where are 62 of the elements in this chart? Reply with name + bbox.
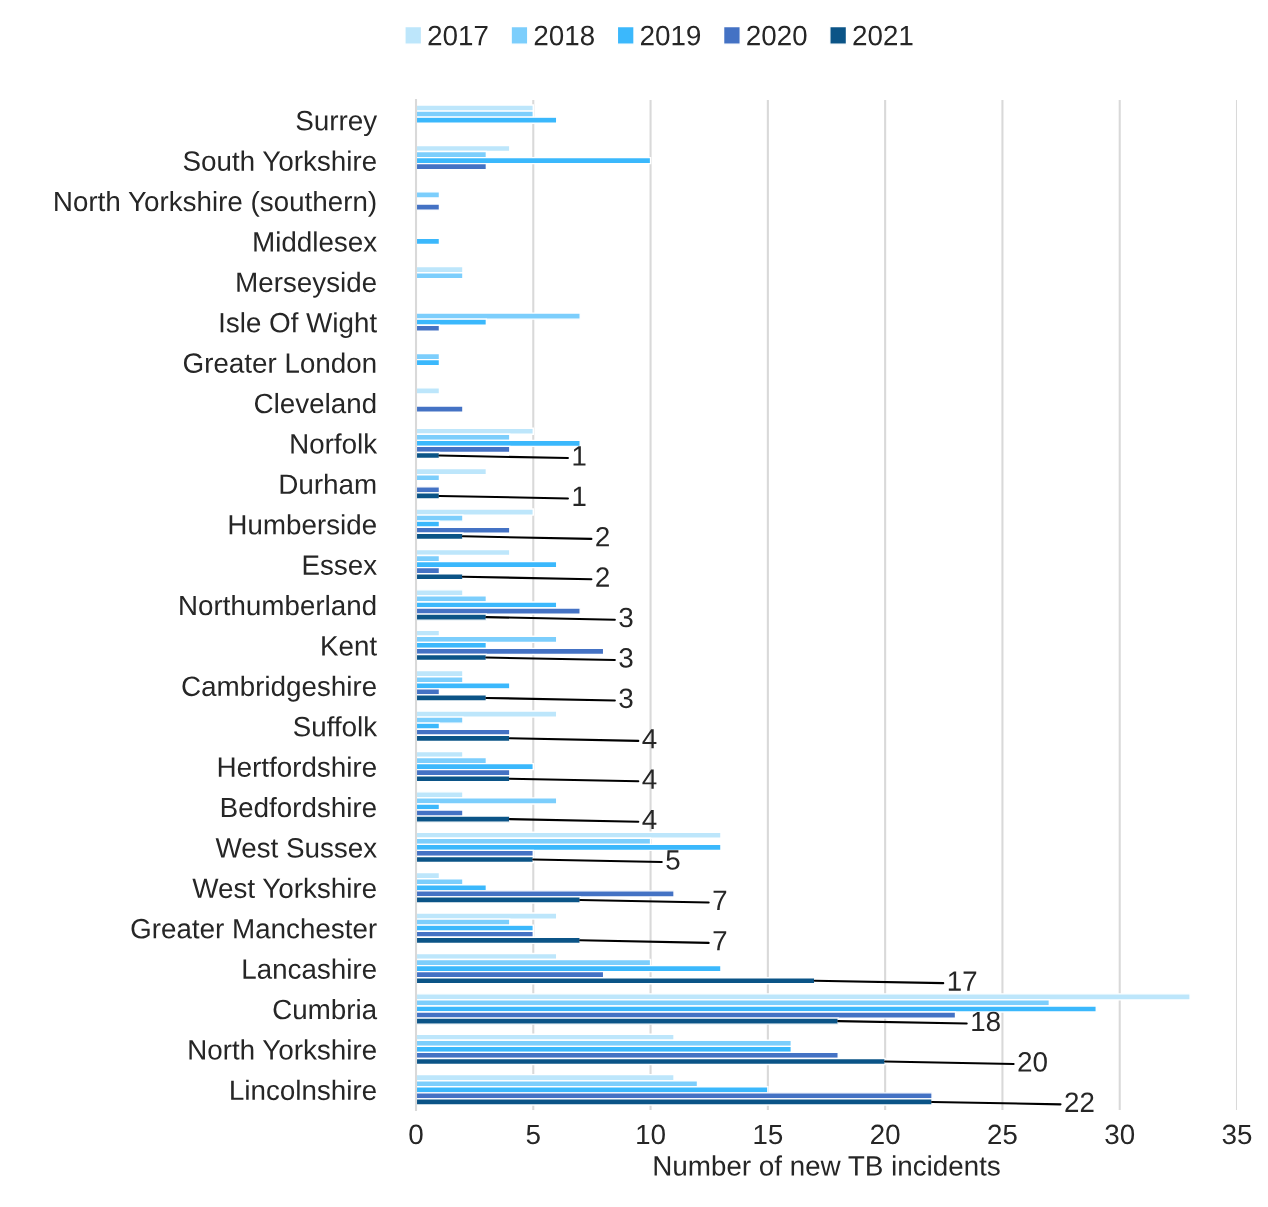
y-tick-label: Greater London [183,352,376,373]
y-tick-label: Greater Manchester [131,918,377,939]
y-tick-label: Hertfordshire [218,756,376,777]
legend-label: 2018 [534,25,594,46]
y-tick-label: Lincolnshire [231,1079,376,1101]
y-tick-label: Cumbria [273,998,378,1020]
y-tick-label: South Yorkshire [183,150,376,171]
data-label: 1 [573,486,586,506]
y-tick-label: Lancashire [243,958,376,979]
x-tick-label: 15 [754,1124,783,1145]
y-tick-label: Essex [303,555,377,575]
data-label: 20 [1018,1052,1047,1072]
bar [416,237,441,246]
y-tick-label: Surrey [296,110,378,137]
y-tick-label: West Yorkshire [192,877,376,899]
data-label: 4 [642,809,657,830]
y-tick-label: Kent [322,636,377,656]
x-tick-label: 25 [988,1124,1017,1145]
x-tick-label: 5 [526,1124,540,1145]
data-label: 1 [573,446,586,466]
data-label: 3 [619,688,633,709]
bar [416,387,441,395]
y-tick-label: Cleveland [254,392,376,414]
x-tick-label: 30 [1105,1124,1135,1145]
bar [416,548,511,557]
y-tick-label: Merseyside [237,271,376,298]
data-label: 5 [666,850,680,870]
data-label: 7 [713,890,727,910]
legend-label: 2021 [853,25,913,46]
data-label: 3 [619,607,633,628]
data-label: 22 [1065,1092,1094,1112]
data-label: 17 [948,971,977,991]
data-label: 4 [642,729,657,749]
bar [416,191,441,199]
y-tick-label: Norfolk [291,433,378,454]
x-tick-label: 10 [637,1124,665,1145]
data-label: 4 [642,769,657,789]
y-tick-label: Middlesex [254,231,377,252]
x-tick-label: 20 [871,1124,900,1145]
data-label: 7 [713,931,727,951]
legend-label: 2019 [640,25,701,46]
legend-label: 2017 [428,25,488,46]
y-tick-label: North Yorkshire (southern) [55,190,376,217]
y-tick-label: Bedfordshire [221,796,376,818]
data-label: 2 [596,567,609,587]
bar [416,203,441,211]
legend-label: 2020 [747,25,807,46]
x-axis-title: Number of new TB incidents [654,1155,1000,1176]
data-label: 18 [972,1011,1000,1032]
x-tick-label: 0 [409,1124,423,1145]
y-tick-label: Durham [280,473,376,495]
y-tick-label: Suffolk [293,716,378,737]
bar [416,405,464,413]
y-tick-label: West Sussex [215,838,377,858]
data-label: 2 [596,526,609,547]
x-tick-label: 35 [1222,1124,1252,1145]
y-tick-label: Northumberland [180,594,376,616]
y-tick-label: Humberside [229,514,376,535]
y-tick-label: Isle Of Wight [220,312,377,339]
data-label: 3 [619,648,633,668]
y-tick-label: Cambridgeshire [182,675,376,702]
y-tick-label: North Yorkshire [189,1039,376,1060]
